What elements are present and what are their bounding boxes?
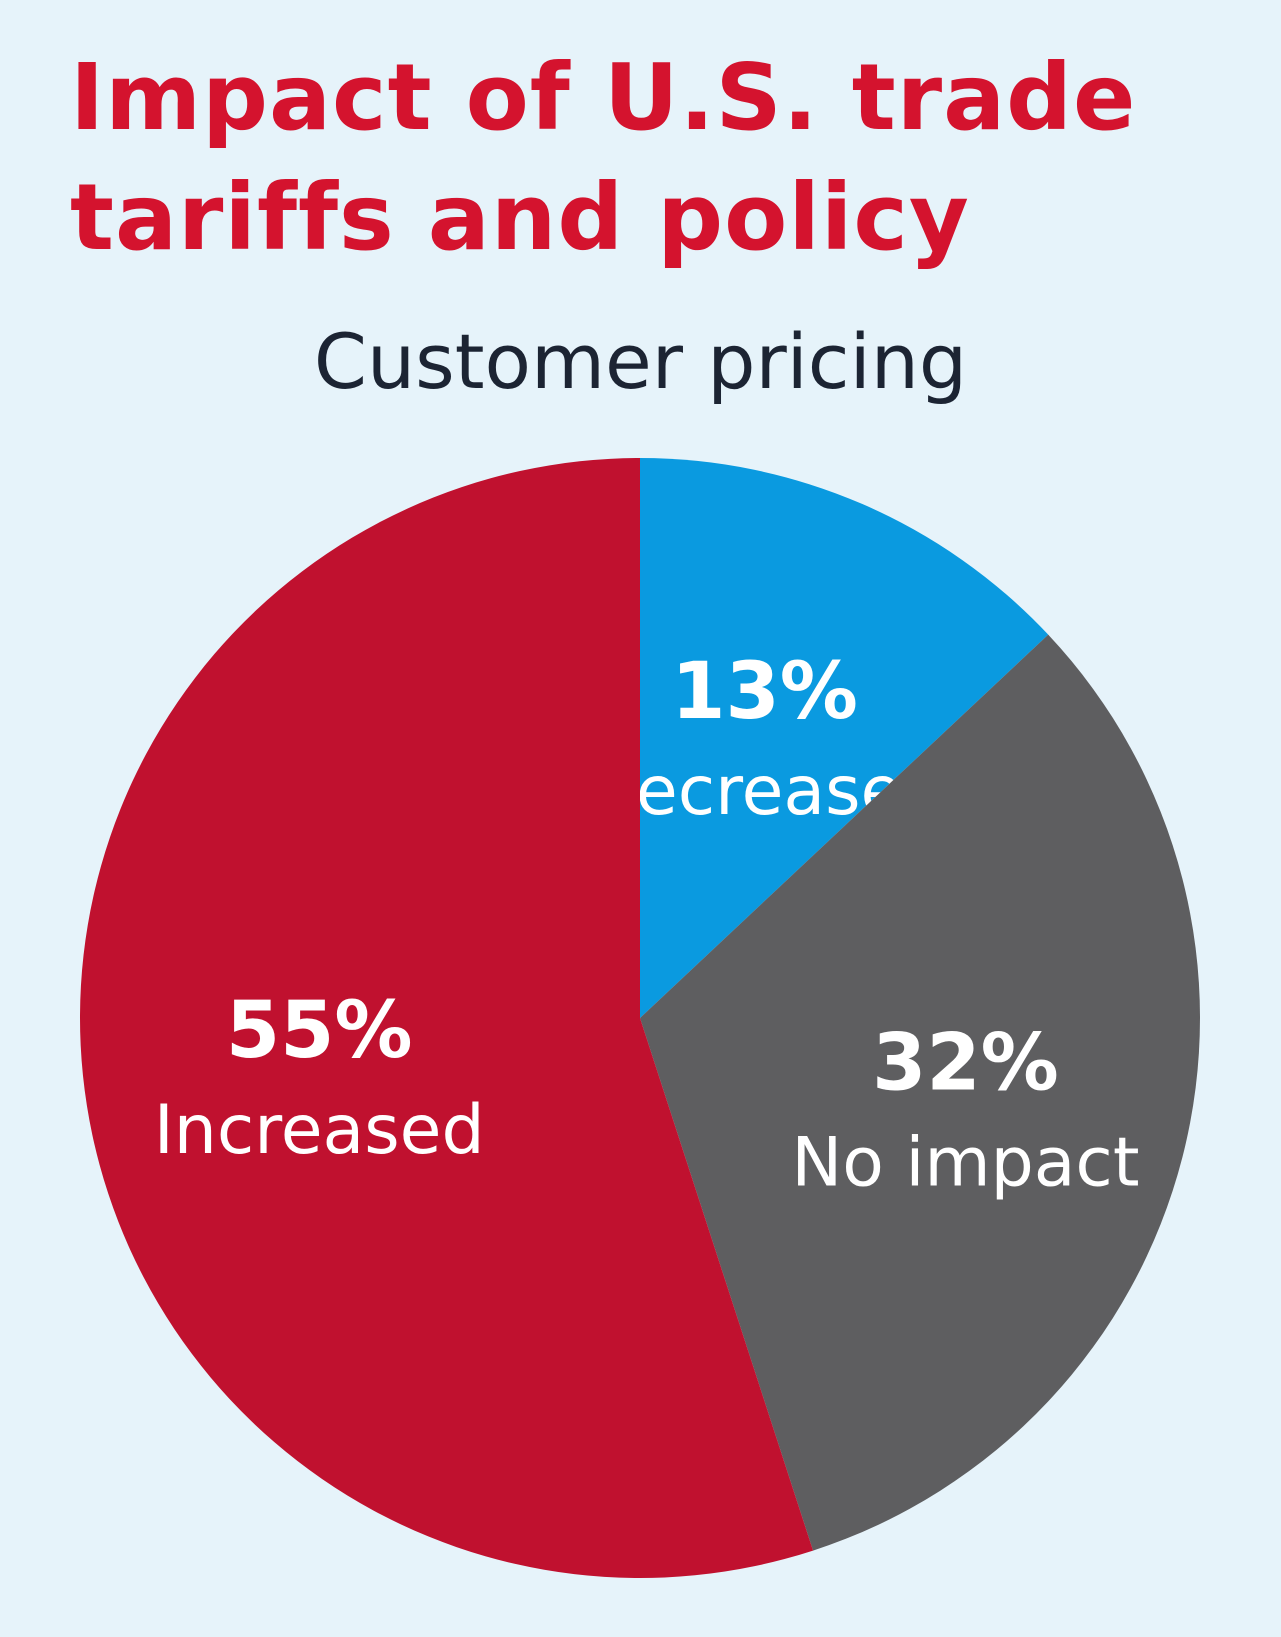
pie-category-label-no-impact: No impact — [791, 1124, 1139, 1203]
pie-category-label-increased: Increased — [154, 1091, 485, 1170]
pie-value-label-decreased: 13% — [671, 647, 858, 737]
pie-slice-decreased — [640, 458, 1049, 1018]
chart-title-line-1: Impact of U.S. trade — [70, 44, 1137, 151]
pie-slice-increased — [80, 458, 814, 1578]
pie-value-label-no-impact: 32% — [872, 1019, 1059, 1109]
pie-slice-no-impact — [640, 634, 1200, 1551]
pie-value-label-increased: 55% — [226, 986, 413, 1076]
chart-title-line-2: tariffs and policy — [70, 164, 970, 271]
chart-title: Impact of U.S. trade tariffs and policy — [70, 38, 1250, 278]
chart-subtitle: Customer pricing — [313, 317, 968, 406]
